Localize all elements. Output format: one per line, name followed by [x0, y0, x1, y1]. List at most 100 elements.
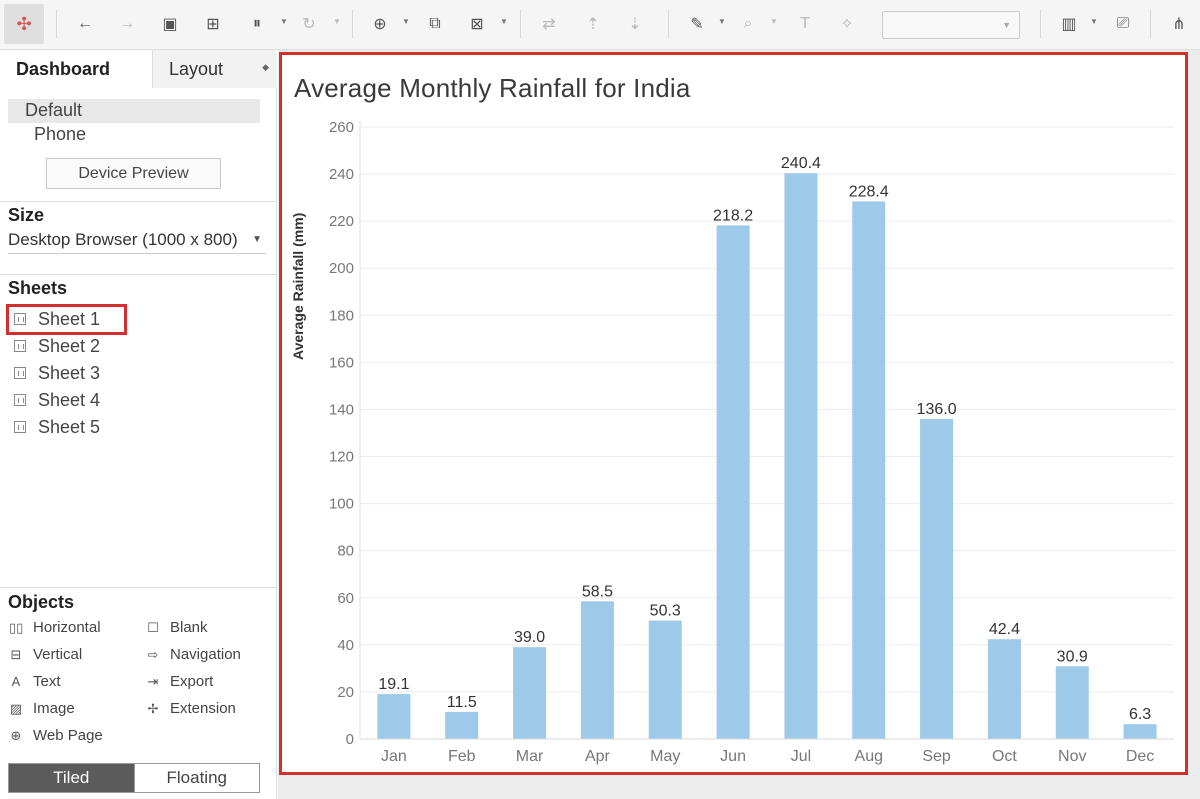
bar-jan[interactable]	[377, 694, 411, 739]
floating-button[interactable]: Floating	[133, 764, 259, 792]
toolbar-separator	[1150, 10, 1151, 38]
sort-descending-icon[interactable]: ⇣	[628, 16, 642, 33]
fit-dropdown[interactable]: ▼	[882, 11, 1020, 39]
object-label: Vertical	[33, 646, 83, 663]
clear-dropdown-icon[interactable]: ▼	[500, 17, 508, 26]
refresh-dropdown-icon[interactable]: ▼	[333, 17, 341, 26]
bar-jul[interactable]	[784, 173, 818, 739]
group-icon[interactable]: ⌕	[743, 15, 753, 32]
bar-apr[interactable]	[580, 601, 614, 739]
y-tick-label: 260	[329, 119, 354, 136]
object-horizontal[interactable]: ▯▯ Horizontal	[9, 619, 101, 636]
object-text[interactable]: A Text	[9, 673, 61, 690]
x-tick-label: Sep	[922, 748, 951, 765]
y-tick-label: 60	[337, 590, 354, 607]
tab-layout[interactable]: Layout ◆	[152, 50, 277, 88]
tab-dashboard[interactable]: Dashboard	[0, 50, 152, 88]
size-select[interactable]: Desktop Browser (1000 x 800) ▼	[8, 230, 266, 254]
pause-updates-icon[interactable]: ⏸	[252, 15, 261, 32]
toolbar-separator	[56, 10, 57, 38]
bar-dec[interactable]	[1123, 724, 1157, 739]
y-tick-label: 200	[329, 260, 354, 277]
redo-icon[interactable]: →	[119, 15, 135, 32]
object-label: Blank	[170, 619, 208, 636]
data-label: 50.3	[650, 603, 681, 620]
bar-oct[interactable]	[987, 639, 1021, 739]
bar-nov[interactable]	[1055, 666, 1089, 739]
show-me-dropdown-icon[interactable]: ▼	[1090, 17, 1098, 26]
pause-updates-dropdown-icon[interactable]: ▼	[280, 17, 288, 26]
bar-aug[interactable]	[852, 201, 886, 740]
object-blank[interactable]: ☐ Blank	[146, 619, 208, 636]
bar-mar[interactable]	[513, 647, 547, 739]
sort-ascending-icon[interactable]: ⇡	[586, 16, 600, 33]
dashboard-sheet[interactable]: Average Monthly Rainfall for India Avera…	[279, 52, 1188, 775]
y-tick-label: 80	[337, 543, 354, 560]
x-tick-label: May	[650, 748, 680, 765]
data-label: 136.0	[917, 401, 957, 418]
panel-tabs: Dashboard Layout ◆	[0, 50, 277, 88]
y-tick-label: 0	[346, 731, 354, 748]
bar-chart[interactable]: 0 20 40 60 80 100 120 140 160 180 200 220 240 260 19.1…	[282, 55, 1185, 772]
new-worksheet-icon[interactable]: ⊕	[373, 16, 387, 33]
y-tick-label: 120	[329, 449, 354, 466]
bar-jun[interactable]	[716, 225, 750, 740]
y-tick-label: 240	[329, 166, 354, 183]
undo-icon[interactable]: ←	[77, 15, 93, 32]
sheet-label: Sheet 4	[38, 389, 101, 410]
show-me-icon[interactable]: ▥	[1061, 16, 1077, 33]
sheet-item-2[interactable]: Sheet 2	[14, 334, 100, 358]
bar-may[interactable]	[648, 620, 682, 739]
highlight-dropdown-icon[interactable]: ▼	[718, 17, 726, 26]
refresh-icon[interactable]: ↻	[302, 16, 316, 33]
sheet-item-3[interactable]: Sheet 3	[14, 361, 100, 385]
x-tick-label: Jul	[791, 748, 811, 765]
duplicate-icon[interactable]: ⧉	[429, 15, 441, 32]
object-label: Export	[170, 673, 214, 690]
x-tick-label: Apr	[585, 748, 611, 765]
y-tick-label: 140	[329, 401, 354, 418]
sheet-item-4[interactable]: Sheet 4	[14, 388, 100, 412]
tiled-button[interactable]: Tiled	[9, 764, 134, 792]
y-tick-label: 220	[329, 213, 354, 230]
y-tick-label: 20	[337, 684, 354, 701]
x-tick-label: Feb	[448, 748, 476, 765]
share-icon[interactable]: ⋔	[1172, 16, 1186, 33]
bar-sep[interactable]	[920, 418, 954, 739]
highlight-icon[interactable]: ✎	[690, 16, 704, 33]
swap-icon[interactable]: ⇄	[542, 16, 556, 33]
group-dropdown-icon[interactable]: ▼	[770, 17, 778, 26]
save-icon[interactable]: ▣	[162, 16, 178, 33]
object-export[interactable]: ⇥ Export	[146, 673, 214, 690]
clear-icon[interactable]: ⊠	[470, 16, 484, 33]
sheet-item-1[interactable]: Sheet 1	[14, 307, 100, 331]
labels-icon[interactable]: T	[800, 15, 810, 32]
object-vertical[interactable]: ⊟ Vertical	[9, 646, 83, 663]
device-phone[interactable]: Phone	[34, 124, 87, 144]
bar-feb[interactable]	[445, 711, 479, 739]
presentation-icon[interactable]: ⎚	[1116, 15, 1130, 32]
toolbar-separator	[520, 10, 521, 38]
sheet-item-5[interactable]: Sheet 5	[14, 415, 100, 439]
toolbar-separator	[668, 10, 669, 38]
object-navigation[interactable]: ⇨ Navigation	[146, 646, 241, 663]
y-tick-label: 100	[329, 496, 354, 513]
data-label: 11.5	[447, 694, 477, 711]
tableau-logo-icon[interactable]: ✣	[4, 4, 44, 44]
device-default[interactable]: Default	[8, 99, 260, 123]
sheet-label: Sheet 2	[38, 335, 101, 356]
text-icon: A	[11, 674, 21, 689]
tab-layout-label: Layout	[169, 59, 224, 79]
sheet-icon	[14, 340, 26, 352]
new-data-source-icon[interactable]: ⊞	[206, 16, 220, 33]
y-tick-label: 160	[329, 354, 354, 371]
new-worksheet-dropdown-icon[interactable]: ▼	[402, 17, 410, 26]
object-web-page[interactable]: ⊕ Web Page	[9, 727, 103, 744]
fix-axes-icon[interactable]: ✧	[840, 16, 854, 33]
object-image[interactable]: ▨ Image	[9, 700, 75, 717]
tab-switch-icon: ◆	[262, 62, 269, 72]
device-preview-button[interactable]: Device Preview	[46, 158, 221, 189]
object-extension[interactable]: ✢ Extension	[146, 700, 236, 717]
object-label: Horizontal	[33, 619, 101, 636]
y-tick-label: 180	[329, 307, 354, 324]
